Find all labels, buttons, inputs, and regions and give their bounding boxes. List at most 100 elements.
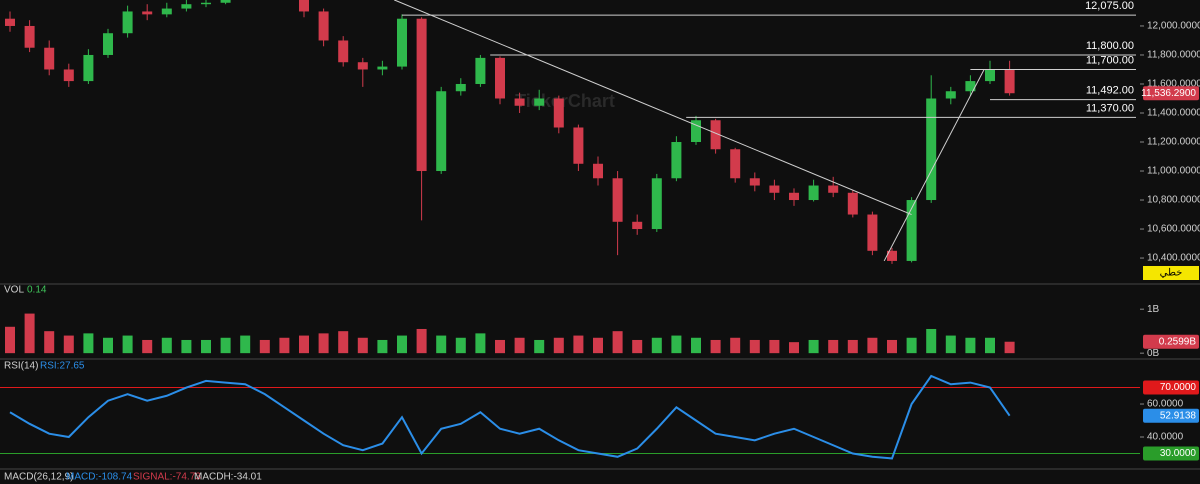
value-tag-label: 70.0000 [1160,382,1197,393]
candle-body [730,149,741,179]
candle-body [455,83,466,92]
volume-bar [279,337,290,354]
candle-body [651,178,662,230]
volume-bar [24,313,35,354]
candle-body [63,69,74,82]
y-tick-label: 11,000.0000 [1147,166,1200,177]
volume-bar [749,339,760,354]
candle-body [593,163,603,179]
macd-histogram: MACDH:-34.01 [194,472,262,483]
volume-bar [867,337,878,354]
y-tick-label: 11,800.0000 [1147,50,1200,61]
volume-bar [671,335,682,354]
y-tick-label: 1B [1147,304,1160,315]
volume-title: VOL [4,285,24,296]
candle-body [299,0,309,12]
price-panel [5,0,1015,264]
volume-bar [593,337,603,354]
volume-bar [161,337,172,354]
volume-bar [259,339,270,354]
y-tick-label: 11,600.0000 [1147,79,1200,90]
volume-bar [769,339,780,354]
volume-bar [965,337,976,354]
volume-bar [926,328,937,354]
volume-bar [338,331,349,354]
candle-body [612,178,623,222]
volume-bar [945,335,956,354]
value-tag [1143,334,1199,349]
volume-bar [416,328,427,354]
volume-bar [44,331,55,354]
candle-body [553,98,564,128]
candle-body [985,69,995,82]
volume-bar [691,337,701,354]
y-tick-label: 0B [1147,348,1160,359]
y-tick-label: 10,600.0000 [1147,224,1200,235]
candle-body [103,33,113,55]
candle-body [965,81,976,92]
volume-bar [495,339,505,354]
y-tick-label: 10,400.0000 [1147,253,1200,264]
volume-bar [181,339,192,354]
candle-body [710,120,721,150]
volume-bar [318,333,329,354]
volume-bar [985,337,995,354]
macd-title: MACD(26,12,9) [4,472,73,483]
candle-body [161,8,172,15]
candle-body [416,18,427,172]
candle-body [906,200,917,261]
volume-bar [808,339,819,354]
volume-bar [122,335,133,354]
value-tag [1143,408,1199,423]
candle-body [1004,69,1015,94]
candle-body [534,98,545,106]
candle-body [436,91,447,172]
candle-body [142,11,153,15]
value-tag [1143,380,1199,395]
candle-body [5,18,15,26]
volume-bar [103,337,113,354]
volume-bar [1004,341,1015,354]
candle-body [44,47,55,70]
candle-body [181,4,192,9]
candle-body [926,98,937,201]
candle-body [220,0,231,3]
candle-body [83,54,94,82]
watermark: TickerChart [515,91,615,111]
candle-body [808,185,819,201]
y-tick-label: 12,000.0000 [1147,21,1200,32]
volume-bar [847,339,858,354]
price-level-label: 12,075.00 [1085,0,1134,12]
value-tag-label: 52.9138 [1160,410,1197,421]
macd-signal: SIGNAL:-74.73 [133,472,201,483]
volume-bar [63,335,74,354]
chart-style-label: خطي [1160,268,1183,279]
candle-body [691,120,701,143]
trendline [393,0,912,215]
volume-bar [632,339,643,354]
volume-bar [475,333,486,354]
volume-bar [789,342,799,354]
volume-bar [573,335,584,354]
candle-body [318,11,329,41]
candle-body [847,192,858,215]
volume-bar [455,337,466,354]
candle-body [397,18,407,67]
candle-body [475,57,486,84]
volume-bar [83,333,94,354]
candle-body [122,11,133,34]
y-tick-label: 10,800.0000 [1147,195,1200,206]
volume-bar [142,339,153,354]
macd-value: MACD:-108.74 [66,472,133,483]
price-level-label: 11,492.00 [1086,85,1134,97]
volume-last: 0.14 [27,285,47,296]
volume-bar [514,337,525,354]
volume-bar [730,337,741,354]
volume-bar [299,335,309,354]
candle-body [671,142,682,179]
volume-bar [553,337,564,354]
volume-bar [906,337,917,354]
volume-bar [220,337,231,354]
candle-body [945,91,956,99]
